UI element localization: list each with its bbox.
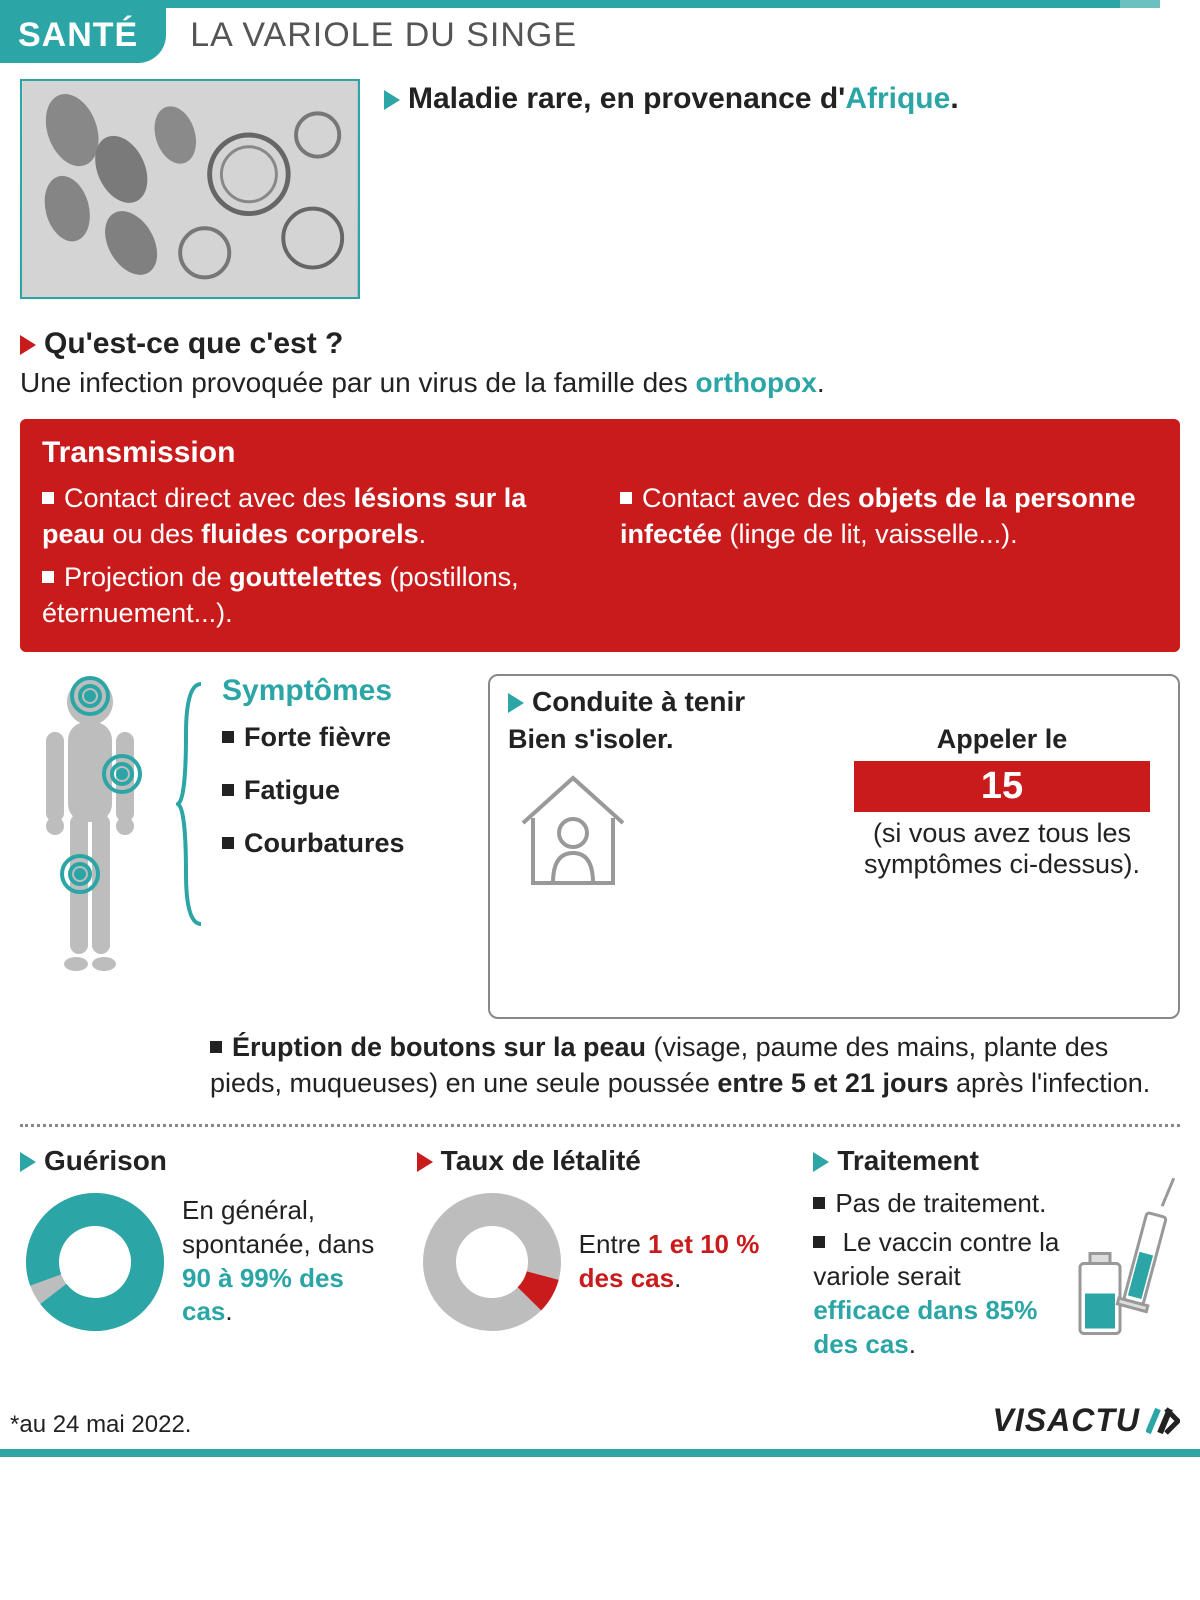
lethality-text: Entre 1 et 10 % des cas. — [579, 1228, 784, 1296]
brace-icon — [176, 674, 206, 1019]
lethality-heading: Taux de létalité — [417, 1145, 784, 1177]
transmission-col-right: Contact avec des objets de la personne i… — [620, 480, 1158, 632]
symptoms-column: Symptômes Forte fièvre Fatigue Courbatur… — [222, 674, 472, 1019]
recovery-text: En général, spontanée, dans 90 à 99% des… — [182, 1194, 387, 1329]
transmission-item: Contact direct avec des lésions sur la p… — [42, 480, 580, 553]
lethality-column: Taux de létalité Entre 1 et 10 % des cas… — [417, 1145, 784, 1362]
dotted-divider — [20, 1124, 1180, 1127]
treatment-item: Pas de traitement. — [813, 1187, 1060, 1221]
symptom-item: Forte fièvre — [222, 722, 472, 753]
call-text: Appeler le — [844, 724, 1160, 755]
source-logo: VISACTU — [993, 1402, 1180, 1439]
conduite-heading: Conduite à tenir — [508, 686, 1160, 718]
footnote: *au 24 mai 2022. — [10, 1411, 191, 1439]
call-note: (si vous avez tous les symptômes ci-dess… — [844, 818, 1160, 880]
microscope-image — [20, 79, 360, 299]
transmission-box: Transmission Contact direct avec des lés… — [20, 419, 1180, 651]
intro-text: Maladie rare, en provenance d'Afrique. — [384, 79, 1180, 299]
treatment-column: Traitement Pas de traitement. Le vaccin … — [813, 1145, 1180, 1362]
category-tag: SANTÉ — [0, 8, 166, 63]
recovery-column: Guérison En général, spontanée, dans 90 … — [20, 1145, 387, 1362]
transmission-item: Contact avec des objets de la personne i… — [620, 480, 1158, 553]
transmission-item: Projection de gouttelettes (postillons, … — [42, 559, 580, 632]
symptom-item: Fatigue — [222, 775, 472, 806]
question-answer: Une infection provoquée par un virus de … — [20, 365, 1180, 401]
transmission-heading: Transmission — [42, 433, 1158, 474]
body-silhouette — [20, 674, 160, 1019]
symptoms-heading: Symptômes — [222, 674, 472, 708]
question-heading: Qu'est-ce que c'est ? — [20, 327, 1180, 361]
emergency-number: 15 — [854, 761, 1150, 812]
transmission-col-left: Contact direct avec des lésions sur la p… — [42, 480, 580, 632]
page-title: LA VARIOLE DU SINGE — [190, 16, 577, 55]
triangle-teal-icon — [384, 82, 408, 115]
header: SANTÉ LA VARIOLE DU SINGE — [0, 8, 1200, 73]
eruption-text: Éruption de boutons sur la peau (visage,… — [210, 1029, 1180, 1102]
isolate-text: Bien s'isoler. — [508, 724, 824, 755]
house-icon — [508, 763, 638, 893]
recovery-heading: Guérison — [20, 1145, 387, 1177]
top-bar — [0, 0, 1200, 8]
conduite-box: Conduite à tenir Bien s'isoler. Appele — [488, 674, 1180, 1019]
recovery-donut — [20, 1187, 170, 1337]
treatment-item: Le vaccin contre la variole serait effic… — [813, 1226, 1060, 1361]
syringe-icon — [1070, 1145, 1180, 1362]
lethality-donut — [417, 1187, 567, 1337]
symptom-item: Courbatures — [222, 828, 472, 859]
treatment-heading: Traitement — [813, 1145, 1060, 1177]
